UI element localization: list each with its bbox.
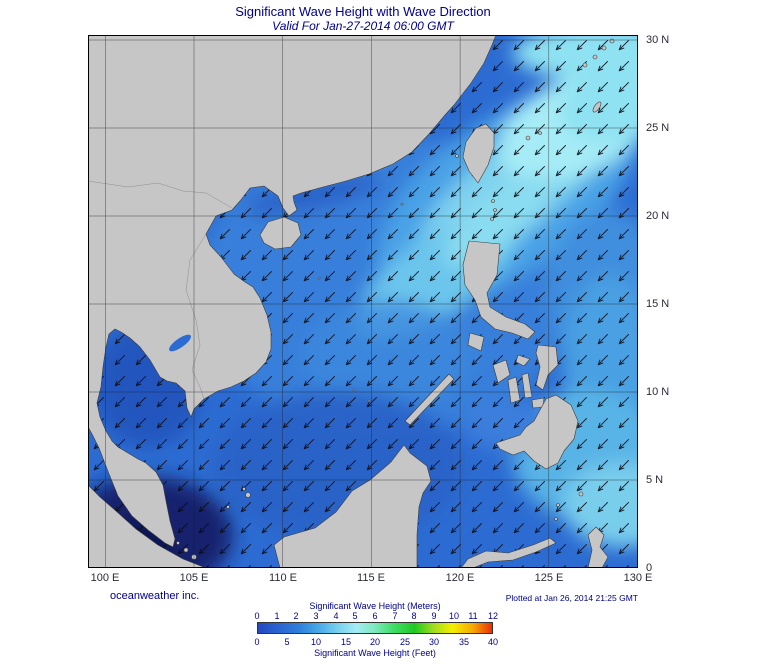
lon-tick: 105 E: [179, 572, 209, 584]
feet-tick: 25: [399, 637, 411, 647]
feet-tick: 10: [310, 637, 322, 647]
wave-map: [88, 35, 638, 568]
meters-tick: 7: [392, 611, 398, 621]
land-mindanao: [495, 394, 579, 470]
lon-tick: 100 E: [90, 572, 120, 584]
land-palawan: [404, 373, 455, 426]
feet-tick: 0: [254, 637, 260, 647]
meters-tick: 12: [487, 611, 499, 621]
map-container: [88, 35, 638, 568]
meters-tick: 3: [313, 611, 319, 621]
meters-tick: 5: [352, 611, 358, 621]
land-asia-mainland: [88, 35, 497, 548]
lake-tonle-sap: [169, 334, 191, 352]
meters-tick: 0: [254, 611, 260, 621]
feet-tick: 5: [284, 637, 290, 647]
island-dot: [367, 399, 371, 403]
land-taiwan: [462, 123, 495, 184]
feet-tick: 30: [428, 637, 440, 647]
land-borneo: [273, 444, 432, 568]
lon-tick: 125 E: [534, 572, 564, 584]
island-okinawa: [592, 101, 602, 113]
land-sulawesi: [460, 537, 557, 568]
meters-tick: 4: [333, 611, 339, 621]
lon-tick: 120 E: [445, 572, 475, 584]
meters-tick: 9: [431, 611, 437, 621]
island-dot: [493, 208, 497, 212]
map-frame: [88, 35, 638, 568]
credit-text: oceanweather inc.: [110, 590, 200, 602]
land-hainan: [259, 216, 302, 250]
lat-tick: 10 N: [646, 386, 670, 398]
island-dot: [491, 199, 495, 203]
lat-tick: 30 N: [646, 34, 670, 46]
island-dot: [582, 62, 588, 68]
land-luzon: [462, 240, 536, 340]
island-dot: [538, 131, 542, 135]
island-dot: [183, 547, 189, 553]
island-dot: [317, 276, 321, 280]
meters-tick: 1: [274, 611, 280, 621]
island-dot: [400, 202, 404, 206]
meters-tick: 2: [293, 611, 299, 621]
lat-tick: 25 N: [646, 122, 670, 134]
land-masbate: [515, 354, 531, 367]
meters-tick: 10: [448, 611, 460, 621]
island-dot: [242, 487, 246, 491]
lat-tick: 5 N: [646, 474, 664, 486]
lon-tick: 115 E: [357, 572, 385, 584]
island-dot: [352, 388, 356, 392]
page-title: Significant Wave Height with Wave Direct…: [235, 4, 491, 19]
land-negros: [507, 376, 521, 404]
lat-tick: 15 N: [646, 298, 670, 310]
island-dot: [556, 503, 560, 507]
island-dot: [592, 54, 598, 60]
land-halmahera: [587, 526, 609, 568]
legend-title-feet: Significant Wave Height (Feet): [314, 648, 436, 658]
lon-tick: 110 E: [269, 572, 297, 584]
meters-tick: 11: [468, 611, 478, 621]
island-dot: [176, 541, 180, 545]
feet-tick: 20: [369, 637, 381, 647]
valid-time-subtitle: Valid For Jan-27-2014 06:00 GMT: [272, 19, 454, 33]
island-dot: [490, 217, 494, 221]
island-dot: [609, 38, 615, 44]
island-dot: [601, 45, 607, 51]
feet-tick: 35: [458, 637, 470, 647]
country-borders: [88, 180, 233, 400]
meters-tick: 8: [411, 611, 417, 621]
legend-title-meters: Significant Wave Height (Meters): [309, 601, 441, 611]
island-dot: [525, 135, 531, 141]
plotted-at-text: Plotted at Jan 26, 2014 21:25 GMT: [505, 593, 638, 603]
lat-tick: 20 N: [646, 210, 670, 222]
grid-layer: [88, 35, 638, 568]
island-dot: [554, 517, 558, 521]
legend-colorbar: [257, 622, 493, 634]
lat-tick: 0: [646, 562, 653, 574]
land-panay: [492, 359, 511, 384]
land-mindoro: [467, 332, 485, 352]
feet-tick: 15: [340, 637, 352, 647]
island-dot: [455, 154, 459, 158]
lon-tick: 130 E: [623, 572, 653, 584]
meters-tick: 6: [372, 611, 378, 621]
island-dot: [245, 492, 251, 498]
land-samar-leyte: [535, 344, 559, 391]
island-dot: [226, 505, 230, 509]
feet-tick: 40: [487, 637, 499, 647]
island-dot: [578, 491, 584, 497]
land-layer: [88, 35, 615, 568]
